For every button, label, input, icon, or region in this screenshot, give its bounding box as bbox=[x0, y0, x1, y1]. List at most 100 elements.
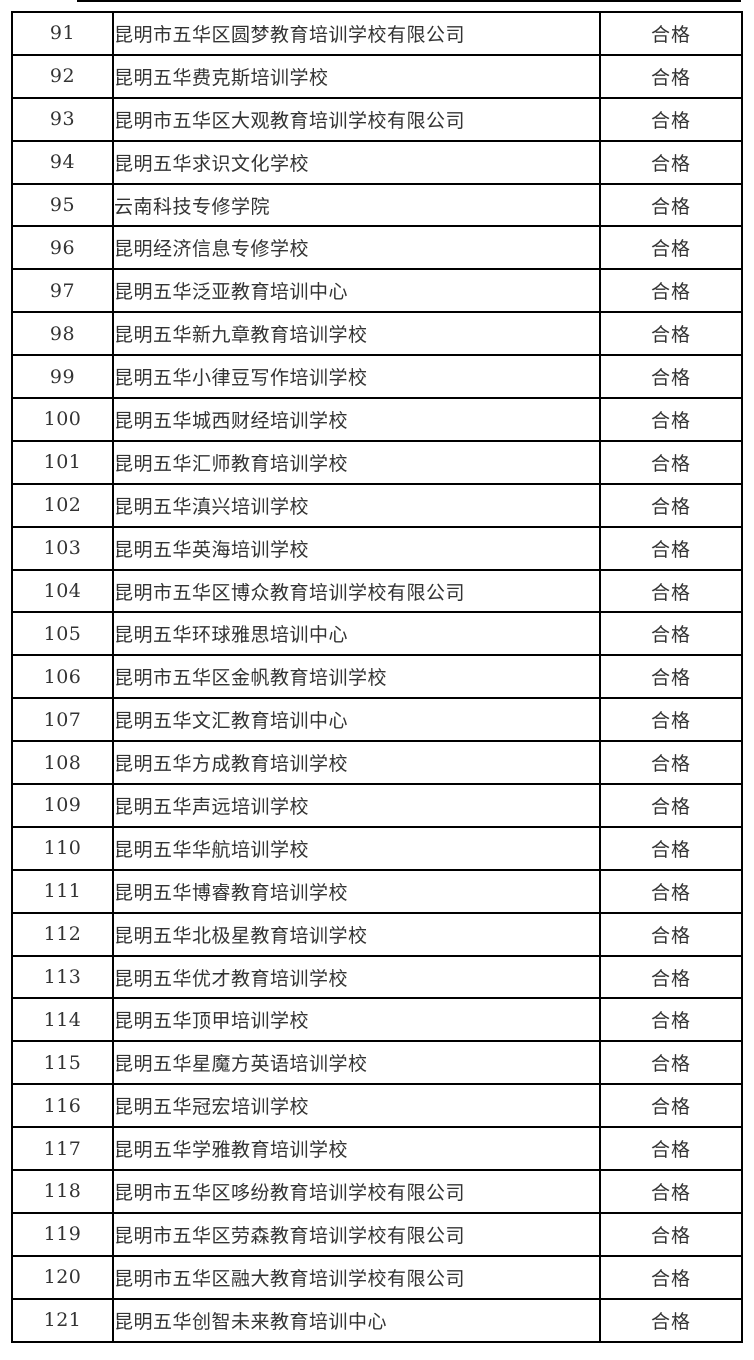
status-cell: 合格 bbox=[599, 868, 743, 914]
row-number-cell: 115 bbox=[11, 1040, 114, 1086]
table-row: 104 昆明市五华区博众教育培训学校有限公司 合格 bbox=[11, 568, 743, 614]
status-cell: 合格 bbox=[599, 1126, 743, 1172]
table-row: 120 昆明市五华区融大教育培训学校有限公司 合格 bbox=[11, 1254, 743, 1300]
row-number-cell: 109 bbox=[11, 783, 114, 828]
table-row: 91 昆明市五华区圆梦教育培训学校有限公司 合格 bbox=[11, 11, 743, 56]
table-row: 110 昆明五华华航培训学校 合格 bbox=[11, 825, 743, 871]
status-cell: 合格 bbox=[599, 354, 743, 400]
status-cell: 合格 bbox=[599, 825, 743, 871]
table-row: 102 昆明五华滇兴培训学校 合格 bbox=[11, 482, 743, 528]
row-number-cell: 117 bbox=[11, 1126, 114, 1172]
school-name-cell: 昆明市五华区劳森教育培训学校有限公司 bbox=[112, 1211, 601, 1257]
school-name-cell: 昆明五华城西财经培训学校 bbox=[112, 397, 601, 442]
status-cell: 合格 bbox=[599, 439, 743, 485]
school-name-cell: 昆明五华环球雅思培训中心 bbox=[112, 611, 601, 657]
status-cell: 合格 bbox=[599, 1297, 743, 1343]
table-row: 99 昆明五华小律豆写作培训学校 合格 bbox=[11, 354, 743, 400]
status-cell: 合格 bbox=[599, 654, 743, 700]
table-row: 108 昆明五华方成教育培训学校 合格 bbox=[11, 740, 743, 786]
school-name-cell: 云南科技专修学院 bbox=[112, 182, 601, 228]
row-number-cell: 96 bbox=[11, 225, 114, 271]
table-row: 94 昆明五华求识文化学校 合格 bbox=[11, 139, 743, 185]
row-number-cell: 110 bbox=[11, 825, 114, 871]
cropped-row-border bbox=[77, 0, 741, 2]
row-number-cell: 105 bbox=[11, 611, 114, 657]
status-cell: 合格 bbox=[599, 11, 743, 56]
status-cell: 合格 bbox=[599, 740, 743, 786]
table-row: 116 昆明五华冠宏培训学校 合格 bbox=[11, 1083, 743, 1129]
table-row: 96 昆明经济信息专修学校 合格 bbox=[11, 225, 743, 271]
school-name-cell: 昆明五华顶甲培训学校 bbox=[112, 997, 601, 1043]
table-row: 106 昆明市五华区金帆教育培训学校 合格 bbox=[11, 654, 743, 700]
row-number-cell: 118 bbox=[11, 1169, 114, 1214]
status-cell: 合格 bbox=[599, 397, 743, 442]
table-row: 105 昆明五华环球雅思培训中心 合格 bbox=[11, 611, 743, 657]
row-number-cell: 108 bbox=[11, 740, 114, 786]
status-cell: 合格 bbox=[599, 1169, 743, 1214]
status-cell: 合格 bbox=[599, 783, 743, 828]
table-row: 101 昆明五华汇师教育培训学校 合格 bbox=[11, 439, 743, 485]
school-name-cell: 昆明五华北极星教育培训学校 bbox=[112, 911, 601, 957]
status-cell: 合格 bbox=[599, 96, 743, 142]
status-cell: 合格 bbox=[599, 139, 743, 185]
school-name-cell: 昆明市五华区金帆教育培训学校 bbox=[112, 654, 601, 700]
table-row: 113 昆明五华优才教育培训学校 合格 bbox=[11, 954, 743, 1000]
school-name-cell: 昆明五华星魔方英语培训学校 bbox=[112, 1040, 601, 1086]
school-name-cell: 昆明五华费克斯培训学校 bbox=[112, 53, 601, 99]
table-row: 118 昆明市五华区哆纷教育培训学校有限公司 合格 bbox=[11, 1169, 743, 1214]
status-cell: 合格 bbox=[599, 225, 743, 271]
school-name-cell: 昆明五华创智未来教育培训中心 bbox=[112, 1297, 601, 1343]
row-number-cell: 94 bbox=[11, 139, 114, 185]
status-cell: 合格 bbox=[599, 1040, 743, 1086]
school-name-cell: 昆明五华滇兴培训学校 bbox=[112, 482, 601, 528]
row-number-cell: 99 bbox=[11, 354, 114, 400]
row-number-cell: 114 bbox=[11, 997, 114, 1043]
table-row: 121 昆明五华创智未来教育培训中心 合格 bbox=[11, 1297, 743, 1343]
row-number-cell: 112 bbox=[11, 911, 114, 957]
school-name-cell: 昆明五华泛亚教育培训中心 bbox=[112, 268, 601, 314]
row-number-cell: 93 bbox=[11, 96, 114, 142]
row-number-cell: 103 bbox=[11, 525, 114, 571]
status-cell: 合格 bbox=[599, 954, 743, 1000]
row-number-cell: 104 bbox=[11, 568, 114, 614]
status-cell: 合格 bbox=[599, 1254, 743, 1300]
status-cell: 合格 bbox=[599, 568, 743, 614]
school-name-cell: 昆明五华小律豆写作培训学校 bbox=[112, 354, 601, 400]
school-name-cell: 昆明市五华区博众教育培训学校有限公司 bbox=[112, 568, 601, 614]
school-name-cell: 昆明五华汇师教育培训学校 bbox=[112, 439, 601, 485]
row-number-cell: 101 bbox=[11, 439, 114, 485]
school-name-cell: 昆明市五华区哆纷教育培训学校有限公司 bbox=[112, 1169, 601, 1214]
row-number-cell: 102 bbox=[11, 482, 114, 528]
school-name-cell: 昆明五华新九章教育培训学校 bbox=[112, 311, 601, 357]
school-name-cell: 昆明五华学雅教育培训学校 bbox=[112, 1126, 601, 1172]
row-number-cell: 97 bbox=[11, 268, 114, 314]
table-row: 98 昆明五华新九章教育培训学校 合格 bbox=[11, 311, 743, 357]
status-cell: 合格 bbox=[599, 611, 743, 657]
table-row: 114 昆明五华顶甲培训学校 合格 bbox=[11, 997, 743, 1043]
table-row: 103 昆明五华英海培训学校 合格 bbox=[11, 525, 743, 571]
row-number-cell: 100 bbox=[11, 397, 114, 442]
school-name-cell: 昆明五华声远培训学校 bbox=[112, 783, 601, 828]
status-cell: 合格 bbox=[599, 268, 743, 314]
school-name-cell: 昆明市五华区圆梦教育培训学校有限公司 bbox=[112, 11, 601, 56]
table-body: 91 昆明市五华区圆梦教育培训学校有限公司 合格 92 昆明五华费克斯培训学校 … bbox=[11, 11, 743, 1343]
row-number-cell: 121 bbox=[11, 1297, 114, 1343]
school-name-cell: 昆明市五华区大观教育培训学校有限公司 bbox=[112, 96, 601, 142]
row-number-cell: 113 bbox=[11, 954, 114, 1000]
table-row: 100 昆明五华城西财经培训学校 合格 bbox=[11, 397, 743, 442]
row-number-cell: 120 bbox=[11, 1254, 114, 1300]
row-number-cell: 106 bbox=[11, 654, 114, 700]
table-row: 119 昆明市五华区劳森教育培训学校有限公司 合格 bbox=[11, 1211, 743, 1257]
school-name-cell: 昆明五华华航培训学校 bbox=[112, 825, 601, 871]
status-cell: 合格 bbox=[599, 182, 743, 228]
status-cell: 合格 bbox=[599, 311, 743, 357]
row-number-cell: 107 bbox=[11, 697, 114, 743]
row-number-cell: 91 bbox=[11, 11, 114, 56]
table-row: 117 昆明五华学雅教育培训学校 合格 bbox=[11, 1126, 743, 1172]
school-name-cell: 昆明五华冠宏培训学校 bbox=[112, 1083, 601, 1129]
school-name-cell: 昆明五华英海培训学校 bbox=[112, 525, 601, 571]
table-row: 97 昆明五华泛亚教育培训中心 合格 bbox=[11, 268, 743, 314]
table-row: 107 昆明五华文汇教育培训中心 合格 bbox=[11, 697, 743, 743]
table-row: 109 昆明五华声远培训学校 合格 bbox=[11, 783, 743, 828]
status-cell: 合格 bbox=[599, 997, 743, 1043]
